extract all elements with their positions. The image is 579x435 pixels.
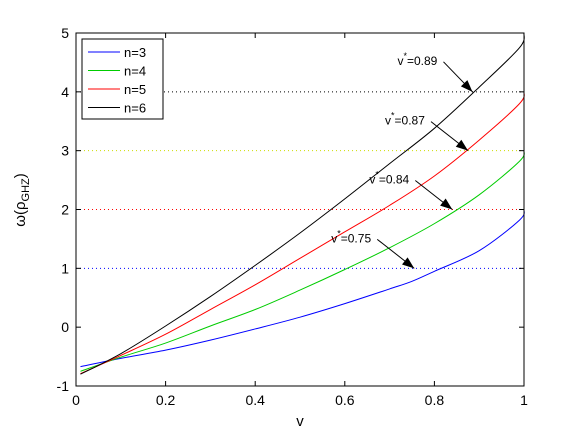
legend: n=3 n=4 n=5 n=6 bbox=[81, 38, 164, 120]
annotation-label-0: v*=0.75 bbox=[331, 228, 371, 245]
annotation-0: v*=0.75 bbox=[331, 228, 415, 269]
y-axis-label-close: ) bbox=[12, 173, 29, 178]
legend-label-n=3: n=3 bbox=[124, 45, 146, 60]
annotation-prefix: v bbox=[397, 54, 403, 68]
x-tick-label-4: 0.8 bbox=[425, 392, 445, 408]
y-tick-label-3: 2 bbox=[61, 202, 69, 218]
annotation-arrowhead-3 bbox=[460, 80, 473, 92]
y-tick-label-4: 3 bbox=[61, 143, 69, 159]
annotation-3: v*=0.89 bbox=[397, 51, 473, 93]
annotation-1: v*=0.84 bbox=[369, 170, 453, 210]
legend-label-n=5: n=5 bbox=[124, 82, 146, 97]
y-axis-label: ω(ρGHZ) bbox=[12, 173, 32, 226]
y-tick-label-2: 1 bbox=[61, 260, 69, 276]
x-axis-label: v bbox=[296, 413, 304, 430]
annotation-prefix: v bbox=[331, 231, 337, 245]
series-lines bbox=[80, 32, 525, 375]
y-axis-label-main: ω(ρ bbox=[12, 201, 29, 226]
annotation-label-1: v*=0.84 bbox=[369, 170, 409, 187]
y-tick-label-5: 4 bbox=[61, 84, 69, 100]
legend-label-n=4: n=4 bbox=[124, 64, 146, 79]
annotation-2: v*=0.87 bbox=[385, 111, 469, 152]
annotation-prefix: v bbox=[369, 173, 375, 187]
x-tick-label-0: 0 bbox=[72, 392, 80, 408]
annotations: v*=0.75v*=0.84v*=0.87v*=0.89 bbox=[331, 51, 473, 269]
y-tick-label-6: 5 bbox=[61, 25, 69, 41]
annotation-superscript: * bbox=[391, 111, 395, 121]
annotation-superscript: * bbox=[337, 228, 341, 238]
annotation-superscript: * bbox=[375, 170, 379, 180]
annotation-value: =0.84 bbox=[379, 173, 410, 187]
series-line-n=4 bbox=[80, 150, 525, 372]
x-tick-label-1: 0.2 bbox=[156, 392, 176, 408]
y-tick-label-1: 0 bbox=[61, 319, 69, 335]
series-line-n=5 bbox=[80, 91, 525, 375]
annotation-prefix: v bbox=[385, 114, 391, 128]
x-tick-label-2: 0.4 bbox=[245, 392, 265, 408]
annotation-arrowhead-0 bbox=[402, 257, 415, 269]
annotation-value: =0.75 bbox=[341, 231, 372, 245]
annotation-label-2: v*=0.87 bbox=[385, 111, 425, 128]
x-tick-label-5: 1 bbox=[520, 392, 528, 408]
annotation-arrowhead-1 bbox=[440, 198, 453, 210]
annotation-arrowhead-2 bbox=[455, 139, 468, 151]
x-tick-label-3: 0.6 bbox=[335, 392, 355, 408]
threshold-lines bbox=[76, 91, 524, 269]
annotation-value: =0.87 bbox=[395, 114, 426, 128]
series-line-n=6 bbox=[80, 32, 525, 375]
annotation-value: =0.89 bbox=[407, 54, 438, 68]
y-axis-label-sub: GHZ bbox=[20, 178, 32, 202]
legend-label-n=6: n=6 bbox=[124, 101, 146, 116]
series-line-n=3 bbox=[80, 209, 525, 368]
y-tick-label-0: -1 bbox=[57, 378, 70, 394]
annotation-label-3: v*=0.89 bbox=[397, 51, 437, 68]
annotation-superscript: * bbox=[403, 51, 407, 61]
